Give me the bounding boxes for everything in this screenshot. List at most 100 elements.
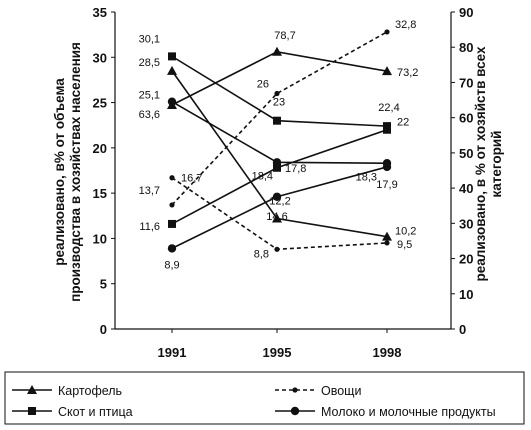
left-tick-label: 0 bbox=[100, 322, 107, 337]
right-axis-title: реализовано, в % от хозяйств всехкатегор… bbox=[473, 46, 504, 281]
data-label: 30,1 bbox=[139, 33, 160, 45]
data-label: 25,1 bbox=[139, 90, 160, 102]
right-tick-label: 10 bbox=[459, 287, 473, 302]
data-point bbox=[272, 46, 282, 56]
left-tick-label: 10 bbox=[93, 231, 107, 246]
right-tick-label: 60 bbox=[459, 111, 473, 126]
data-label: 8,8 bbox=[254, 248, 269, 260]
data-point bbox=[274, 90, 280, 97]
legend-label: Молоко и молочные продукты bbox=[321, 405, 496, 419]
x-tick-label: 1995 bbox=[263, 345, 292, 360]
plot-frame bbox=[114, 12, 452, 330]
left-tick-label: 25 bbox=[93, 96, 107, 111]
data-label: 8,9 bbox=[164, 259, 179, 271]
data-label: 12,2 bbox=[269, 196, 290, 208]
data-label: 13,7 bbox=[139, 185, 160, 197]
series-layer bbox=[167, 29, 392, 253]
data-point bbox=[273, 116, 281, 125]
series-dot bbox=[169, 29, 390, 208]
left-axis-ticks: 0 5 10 15 20 25 30 35 bbox=[93, 5, 115, 337]
data-point bbox=[383, 125, 391, 134]
data-point bbox=[169, 175, 175, 181]
axis-title-line: реализовано, в % от хозяйств всех bbox=[473, 46, 488, 281]
legend-marker bbox=[28, 407, 36, 415]
data-labels: 30,1 28,5 25,1 63,6 16,7 13,7 11,6 8,9 78,7 23 18,… bbox=[139, 19, 419, 271]
right-tick-label: 0 bbox=[459, 322, 466, 337]
right-tick-label: 30 bbox=[459, 216, 473, 231]
data-label: 9,5 bbox=[397, 239, 412, 251]
data-label: 18,3 bbox=[356, 171, 377, 183]
data-point bbox=[274, 246, 280, 252]
series-line bbox=[171, 31, 388, 206]
legend-item: Скот и птица bbox=[12, 405, 133, 419]
data-label: 73,2 bbox=[397, 67, 418, 79]
legend-label: Овощи bbox=[321, 384, 361, 398]
data-label: 26 bbox=[257, 79, 269, 91]
data-label: 14,6 bbox=[266, 211, 287, 223]
axis-title-line: реализовано, в% от объема bbox=[52, 78, 67, 266]
series-triangle bbox=[167, 65, 392, 241]
right-tick-label: 90 bbox=[459, 5, 473, 20]
data-label: 23 bbox=[273, 97, 285, 109]
legend-marker bbox=[290, 406, 300, 416]
data-point bbox=[382, 66, 392, 76]
left-tick-label: 30 bbox=[93, 50, 107, 65]
legend-marker bbox=[292, 387, 298, 393]
data-point bbox=[168, 52, 176, 61]
series-square bbox=[168, 125, 391, 228]
right-tick-label: 20 bbox=[459, 252, 473, 267]
series-circle bbox=[167, 162, 392, 253]
legend-item: Молоко и молочные продукты bbox=[275, 405, 496, 419]
legend-item: Картофель bbox=[12, 384, 122, 398]
data-label: 28,5 bbox=[139, 57, 160, 69]
right-tick-label: 50 bbox=[459, 146, 473, 161]
data-point bbox=[272, 158, 282, 167]
left-tick-label: 5 bbox=[100, 277, 107, 292]
data-point bbox=[169, 202, 175, 208]
data-point bbox=[272, 192, 282, 201]
data-label: 32,8 bbox=[395, 19, 416, 31]
data-label: 22 bbox=[397, 117, 409, 129]
data-label: 17,8 bbox=[285, 163, 306, 175]
data-label: 63,6 bbox=[139, 109, 160, 121]
data-point bbox=[167, 97, 177, 106]
data-point bbox=[382, 231, 392, 241]
data-point bbox=[167, 244, 177, 253]
legend-marker bbox=[27, 385, 37, 394]
right-tick-label: 40 bbox=[459, 181, 473, 196]
x-axis-ticks: 1991 1995 1998 bbox=[158, 329, 402, 360]
left-tick-label: 20 bbox=[93, 141, 107, 156]
data-point bbox=[167, 65, 177, 75]
axis-title-line: категорий bbox=[489, 131, 504, 198]
legend-box bbox=[4, 371, 525, 425]
series-dot bbox=[169, 175, 390, 252]
data-label: 17,9 bbox=[376, 179, 397, 191]
right-axis-ticks: 0 10 20 30 40 50 60 70 80 90 bbox=[451, 5, 473, 337]
legend-label: Картофель bbox=[58, 384, 122, 398]
legend-item: Овощи bbox=[275, 384, 361, 398]
left-tick-label: 35 bbox=[93, 5, 107, 20]
data-label: 22,4 bbox=[378, 102, 399, 114]
right-tick-label: 70 bbox=[459, 75, 473, 90]
data-label: 10,2 bbox=[395, 226, 416, 238]
data-point bbox=[384, 29, 390, 35]
left-tick-label: 15 bbox=[93, 186, 107, 201]
data-label: 78,7 bbox=[274, 30, 295, 42]
right-tick-label: 80 bbox=[459, 40, 473, 55]
data-point bbox=[273, 163, 281, 172]
data-point bbox=[384, 240, 390, 246]
data-point bbox=[272, 213, 282, 223]
left-axis-title: реализовано, в% от объемапроизводства в … bbox=[52, 42, 83, 302]
x-tick-label: 1998 bbox=[373, 345, 402, 360]
data-label: 18,4 bbox=[252, 170, 273, 182]
data-label: 11,6 bbox=[139, 221, 160, 233]
x-tick-label: 1991 bbox=[158, 345, 187, 360]
legend: Картофель Овощи Скот и птица Молоко и молоч… bbox=[4, 371, 525, 425]
data-point bbox=[168, 219, 176, 228]
legend-label: Скот и птица bbox=[58, 405, 133, 419]
data-point bbox=[382, 162, 392, 172]
data-label: 16,7 bbox=[181, 173, 202, 185]
axis-title-line: производства в хозяйствах населения bbox=[68, 42, 83, 302]
